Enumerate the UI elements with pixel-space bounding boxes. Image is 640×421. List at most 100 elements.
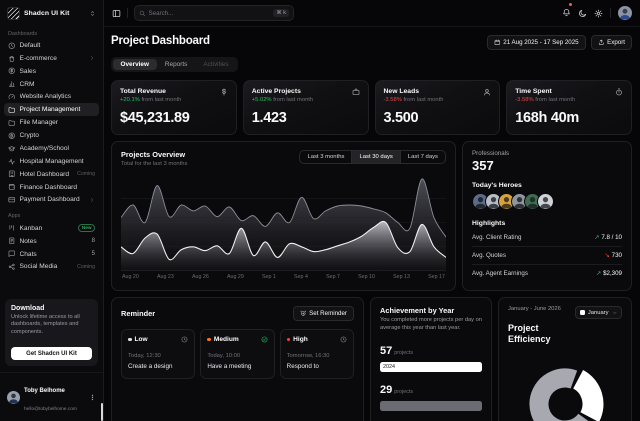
moon-icon[interactable] (578, 9, 587, 18)
reminder-item-high[interactable]: High Tomorrow, 16:30 Respond to (279, 329, 354, 379)
sidebar-item-website-analytics[interactable]: Website Analytics (4, 91, 99, 104)
efficiency-title: Project Efficiency (508, 323, 551, 345)
get-ui-kit-button[interactable]: Get Shadcn UI Kit (11, 347, 92, 360)
chevron-right-icon (89, 55, 95, 61)
sidebar-nav: Dashboards Default E-commerce Sales CRM … (0, 24, 103, 293)
stat-value: $45,231.89 (120, 110, 190, 127)
user-menu[interactable]: Toby Belhome hello@tobybelhome.com (0, 372, 103, 421)
profile-avatar[interactable] (618, 6, 632, 20)
coming-badge: Coming (77, 263, 95, 270)
hero-avatar[interactable] (524, 193, 541, 211)
sidebar-item-file-manager[interactable]: File Manager (4, 116, 99, 129)
highlights-label: Highlights (472, 220, 506, 228)
efficiency-period: January - June 2026 (508, 306, 561, 313)
reminder-item-medium[interactable]: Medium Today, 10:00 Have a meeting (200, 329, 275, 379)
tab-activities[interactable]: Activities (203, 60, 229, 68)
wallet-icon (8, 183, 16, 191)
page-content: Project Dashboard 21 Aug 2025 - 17 Sep 2… (104, 27, 640, 421)
shopping-bag-icon (8, 55, 16, 63)
priority-dot (207, 337, 211, 342)
sidebar-item-crypto[interactable]: Crypto (4, 129, 99, 142)
sidebar-item-notes[interactable]: Notes 8 (4, 235, 99, 248)
highlight-row-quotes: Avg. Quotes ↘ 730 (472, 246, 622, 264)
more-vertical-icon[interactable] (89, 394, 96, 401)
filter-last-30-days[interactable]: Last 30 days (351, 151, 400, 164)
sidebar-item-payment-dashboard[interactable]: Payment Dashboard (4, 194, 99, 207)
sidebar-item-crm[interactable]: CRM (4, 78, 99, 91)
stat-delta: -3.58% (383, 97, 402, 104)
chat-icon (8, 250, 16, 258)
stat-cards: Total Revenue +20.1% from last month $45… (111, 79, 632, 136)
badge-dollar-icon (8, 67, 16, 75)
count-badge: 5 (91, 251, 95, 258)
chevron-right-icon (89, 197, 95, 203)
reminder-task: Respond to (286, 363, 319, 371)
professionals-card: Professionals 357 Today's Heroes Highlig… (462, 141, 632, 292)
achievement-bar-2024: 2024 (380, 362, 482, 373)
reminder-item-low[interactable]: Low Today, 12:30 Create a design (121, 329, 196, 379)
range-filter: Last 3 months Last 30 days Last 7 days (299, 150, 446, 165)
graduation-cap-icon (8, 145, 16, 153)
filter-last-7-days[interactable]: Last 7 days (399, 151, 445, 164)
filter-last-3-months[interactable]: Last 3 months (307, 154, 345, 161)
sidebar-item-finance-dashboard[interactable]: Finance Dashboard (4, 181, 99, 194)
gear-icon[interactable] (594, 9, 603, 18)
sidebar-item-kanban[interactable]: Kanban New (4, 221, 99, 234)
heroes-label: Today's Heroes (472, 182, 522, 190)
hotel-icon (8, 170, 16, 178)
sidebar-item-ecommerce[interactable]: E-commerce (4, 52, 99, 65)
folder-kanban-icon (8, 106, 16, 114)
notification-dot (569, 3, 572, 6)
gauge-icon (8, 93, 16, 101)
stat-card-total-revenue: Total Revenue +20.1% from last month $45… (111, 79, 237, 136)
reminder-task: Create a design (128, 363, 173, 371)
sidebar-item-hospital-management[interactable]: Hospital Management (4, 155, 99, 168)
reminder-time: Tomorrow, 16:30 (286, 353, 330, 360)
reminder-title: Reminder (121, 309, 156, 319)
search-input[interactable] (148, 9, 271, 17)
hero-avatar[interactable] (537, 193, 554, 211)
notebook-icon (8, 237, 16, 245)
priority-dot (286, 337, 291, 342)
achievement-row: 57 projects 2024 (380, 341, 482, 373)
date-range-button[interactable]: 21 Aug 2025 - 17 Sep 2025 (486, 35, 586, 50)
priority-dot (128, 337, 132, 342)
activity-icon (8, 158, 16, 166)
set-reminder-button[interactable]: Set Reminder (292, 306, 354, 322)
tab-reports[interactable]: Reports (164, 60, 188, 68)
sidebar-item-hotel-dashboard[interactable]: Hotel Dashboard Coming (4, 168, 99, 181)
sidebar-item-default[interactable]: Default (4, 39, 99, 52)
search-shortcut: ⌘ k (273, 9, 289, 17)
swatch (579, 310, 585, 316)
download-title: Download (11, 304, 45, 312)
credit-card-icon (8, 196, 16, 204)
sidebar-toggle-icon[interactable] (112, 9, 121, 18)
heroes-avatars (472, 193, 622, 211)
chart-subtitle: Total for the last 3 months (121, 160, 188, 167)
stat-value: 168h 40m (515, 110, 579, 127)
tab-bar: Overview Reports Activities (111, 57, 239, 72)
sidebar-item-chats[interactable]: Chats 5 (4, 248, 99, 261)
sidebar-item-academy[interactable]: Academy/School (4, 142, 99, 155)
brand-logo (7, 7, 20, 20)
professionals-label: Professionals (472, 150, 510, 158)
notifications-button[interactable] (562, 3, 572, 22)
sidebar-item-sales[interactable]: Sales (4, 65, 99, 78)
bitcoin-icon (8, 132, 16, 140)
search-box[interactable]: ⌘ k (134, 5, 294, 21)
export-button[interactable]: Export (590, 35, 632, 50)
sidebar-scrollbar[interactable] (101, 403, 103, 421)
sidebar-item-social-media[interactable]: Social Media Coming (4, 261, 99, 274)
month-select[interactable]: January (574, 306, 622, 320)
brand-switcher[interactable]: Shadcn UI Kit (0, 0, 103, 24)
reminder-time: Today, 12:30 (128, 353, 161, 360)
tab-overview[interactable]: Overview (112, 58, 157, 71)
search-icon (139, 10, 146, 17)
trend-down-icon: ↘ (604, 252, 610, 260)
achievement-card: Achievement by Year You completed more p… (370, 297, 492, 421)
calendar-icon (494, 39, 501, 46)
sidebar-section-label: Dashboards (8, 31, 38, 37)
reminder-card: Reminder Set Reminder Low Today, 12:30 C… (111, 297, 364, 421)
sidebar-item-project-management[interactable]: Project Management (4, 103, 99, 117)
projects-overview-card: Projects Overview Total for the last 3 m… (111, 141, 456, 292)
